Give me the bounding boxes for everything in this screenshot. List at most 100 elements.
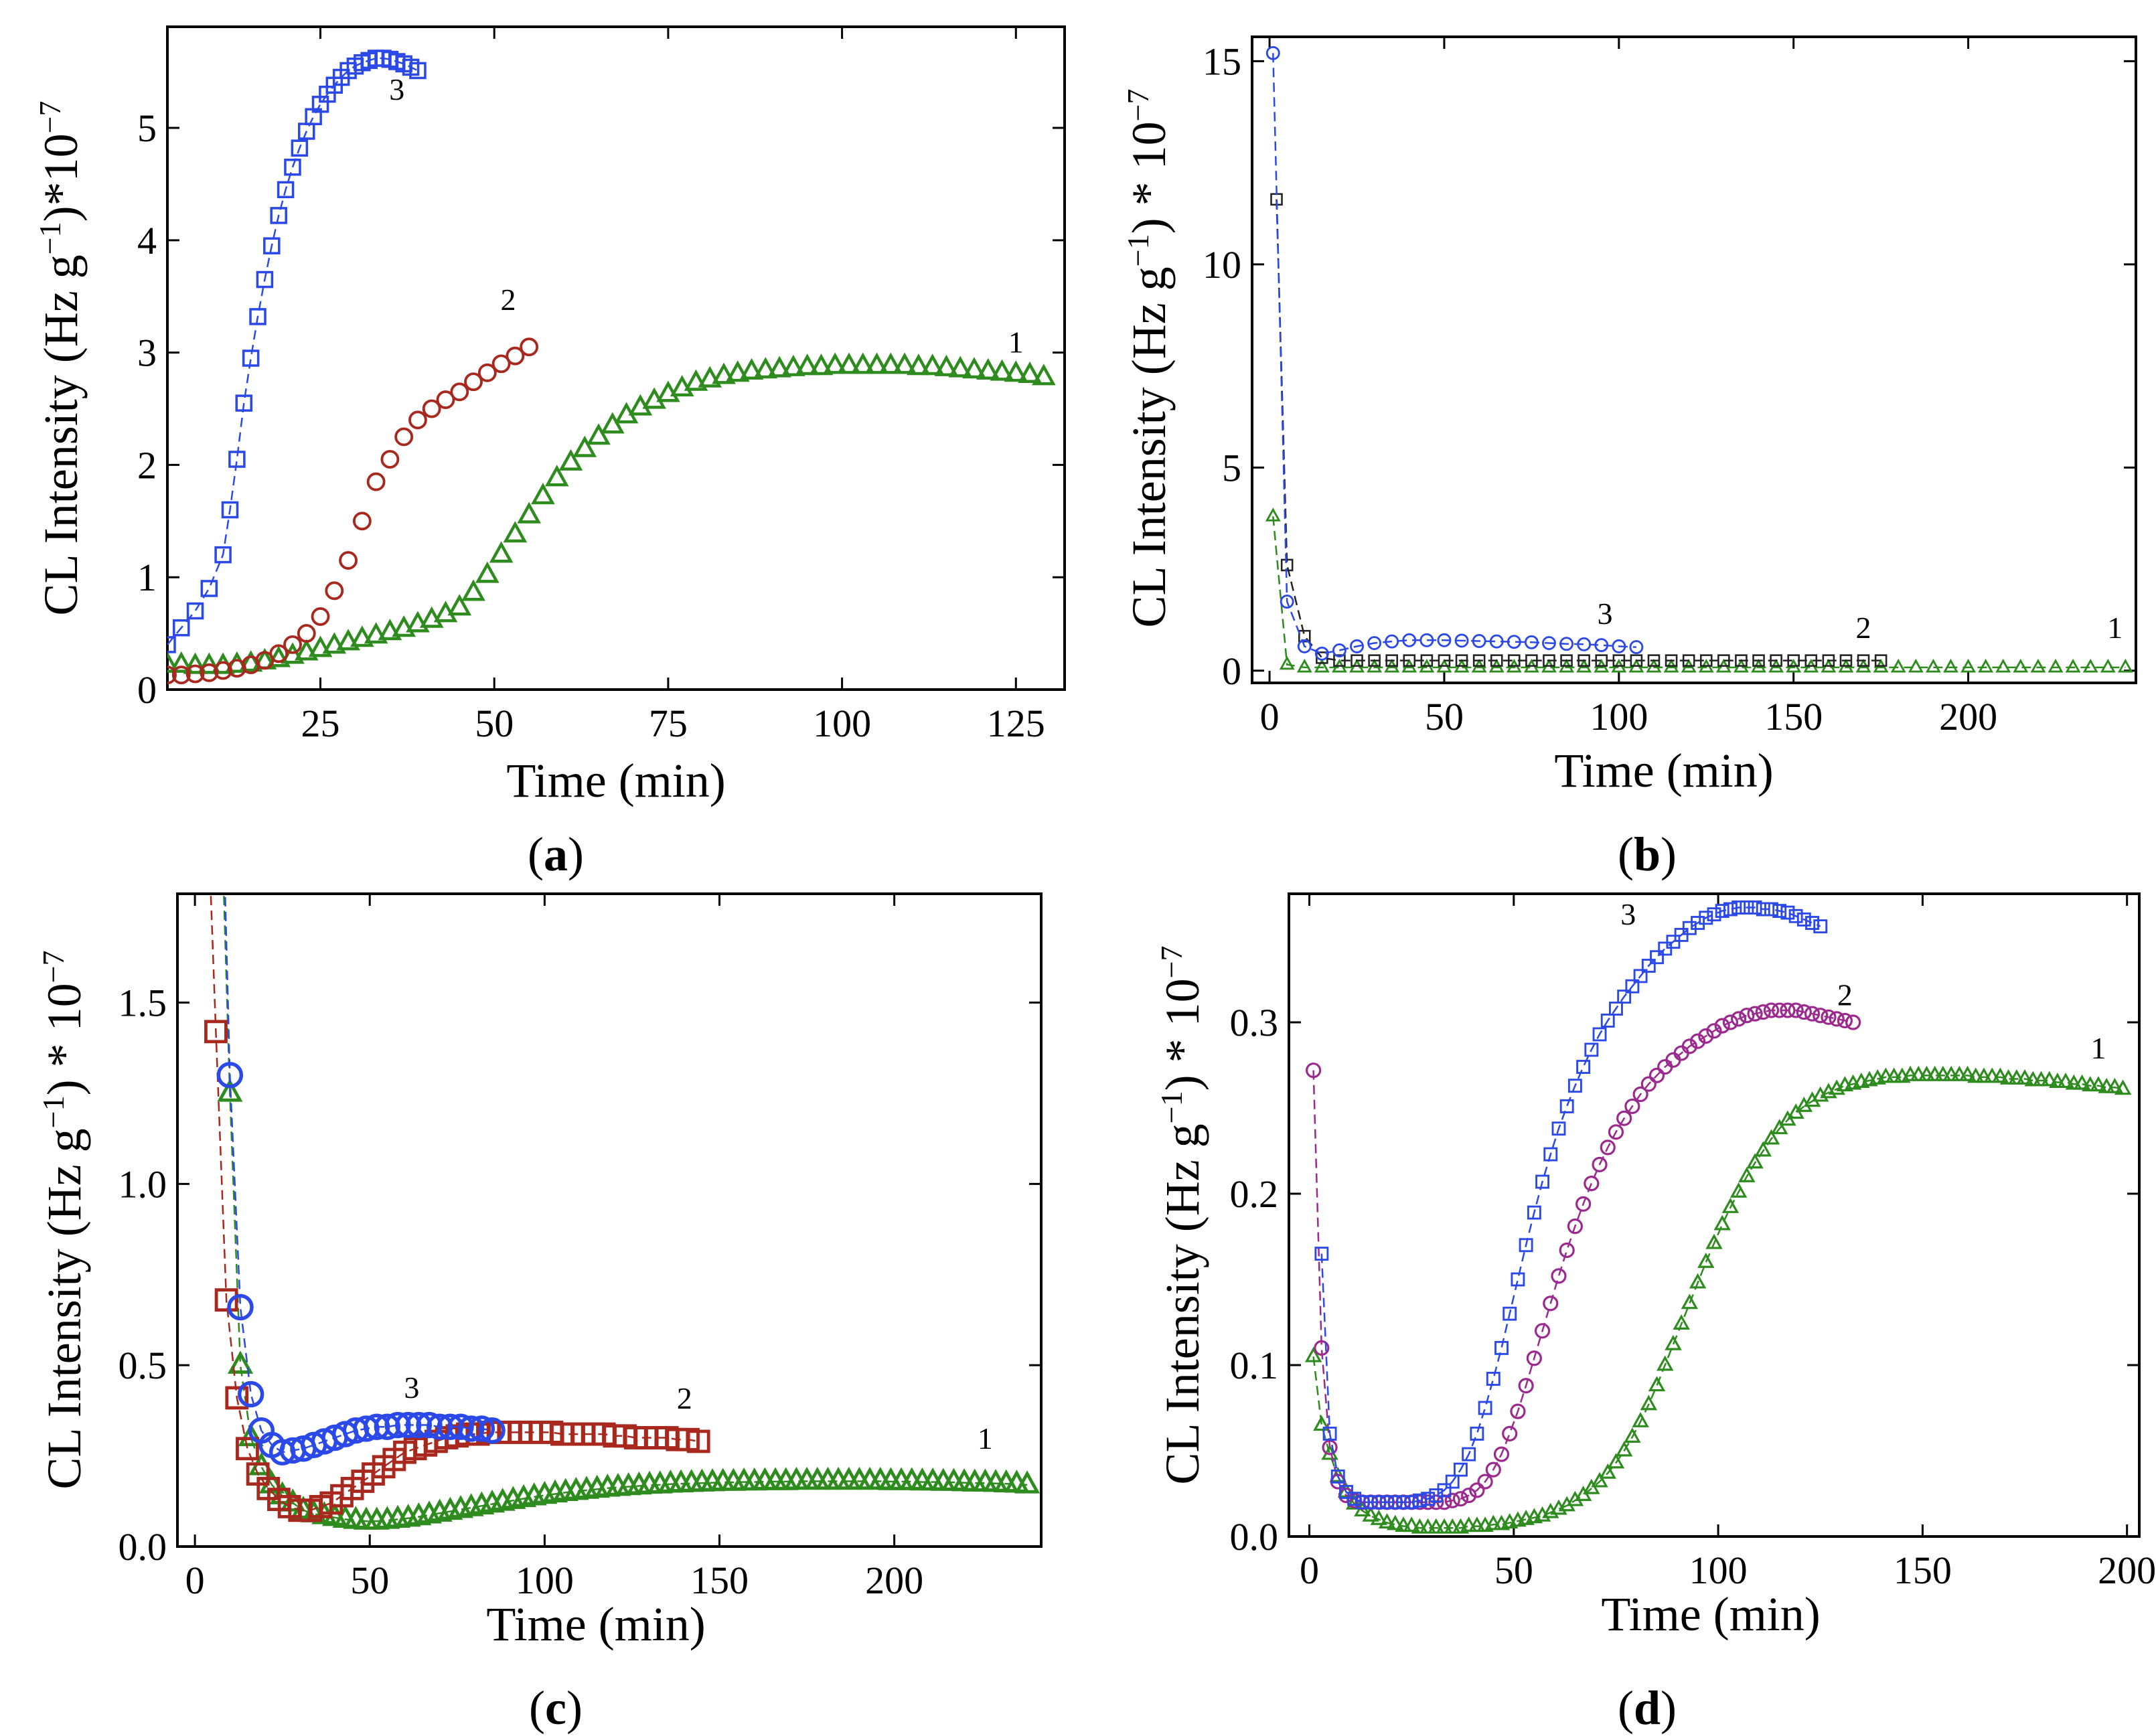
data-point bbox=[1304, 1346, 1322, 1362]
data-point bbox=[1378, 1513, 1396, 1528]
data-point bbox=[962, 357, 986, 379]
data-point bbox=[1014, 1470, 1041, 1494]
data-point bbox=[1689, 1273, 1707, 1289]
data-point bbox=[1707, 907, 1721, 922]
data-point bbox=[1839, 654, 1853, 667]
data-point bbox=[225, 1386, 249, 1410]
data-point bbox=[1351, 654, 1363, 667]
data-point bbox=[712, 362, 736, 384]
data-point bbox=[1698, 1028, 1714, 1044]
data-point bbox=[698, 366, 722, 388]
data-point bbox=[1788, 909, 1803, 923]
data-point bbox=[1813, 1008, 1829, 1024]
data-point bbox=[1438, 654, 1451, 667]
data-point bbox=[1934, 1065, 1952, 1081]
data-point bbox=[1673, 1314, 1690, 1330]
data-point bbox=[1705, 1233, 1723, 1249]
data-point bbox=[169, 651, 194, 673]
data-point bbox=[380, 450, 400, 469]
series-2 bbox=[167, 337, 539, 685]
data-point bbox=[1657, 1355, 1674, 1371]
data-point bbox=[1697, 1252, 1715, 1268]
series-line bbox=[223, 894, 1028, 1522]
data-point bbox=[948, 356, 972, 378]
data-point bbox=[1454, 633, 1469, 648]
data-point bbox=[1665, 1334, 1682, 1350]
data-point bbox=[1436, 1518, 1453, 1534]
plot-frame bbox=[1288, 892, 2141, 1538]
data-point bbox=[1470, 1426, 1484, 1441]
data-point bbox=[238, 650, 263, 672]
data-point bbox=[1600, 1139, 1616, 1156]
data-point bbox=[1650, 950, 1664, 965]
series-2 bbox=[204, 894, 710, 1522]
data-point bbox=[1926, 1065, 1944, 1081]
panel-caption: (a) bbox=[528, 827, 584, 881]
data-point bbox=[1525, 654, 1538, 667]
data-point bbox=[1298, 629, 1311, 643]
data-point bbox=[1350, 639, 1364, 653]
data-point bbox=[809, 353, 834, 376]
data-point bbox=[1740, 900, 1754, 915]
data-point bbox=[1576, 1060, 1591, 1075]
panel-caption: (b) bbox=[1618, 827, 1677, 881]
data-point bbox=[1460, 1516, 1478, 1532]
x-axis-title: Time (min) bbox=[1554, 744, 1773, 797]
axis-ticks: 0 50 100 150 200 0.0 0.1 0.2 0.3 bbox=[1230, 894, 2156, 1592]
data-point bbox=[2013, 658, 2029, 673]
x-tick-label: 150 bbox=[1764, 695, 1823, 738]
data-point bbox=[1787, 654, 1800, 667]
y-tick-label: 0.0 bbox=[119, 1525, 167, 1569]
data-point bbox=[1918, 1065, 1936, 1081]
series-line bbox=[1312, 1009, 1853, 1504]
data-point bbox=[1507, 635, 1521, 649]
data-point bbox=[1648, 1067, 1665, 1083]
data-point bbox=[221, 501, 239, 519]
data-point bbox=[200, 580, 218, 597]
data-point bbox=[1857, 654, 1870, 667]
data-point bbox=[1370, 1509, 1388, 1525]
data-point bbox=[378, 619, 402, 641]
data-point bbox=[1032, 364, 1056, 386]
data-point bbox=[236, 1437, 259, 1461]
data-point bbox=[1347, 1492, 1362, 1506]
data-point bbox=[1699, 654, 1713, 667]
data-point bbox=[1647, 654, 1661, 667]
data-point bbox=[2082, 658, 2098, 673]
data-point bbox=[1355, 1495, 1370, 1510]
data-point bbox=[1706, 1023, 1722, 1039]
data-point bbox=[364, 622, 388, 644]
data-point bbox=[850, 352, 875, 374]
data-point bbox=[197, 652, 222, 674]
curve-label: 1 bbox=[2107, 611, 2123, 645]
x-tick-label: 50 bbox=[1494, 1549, 1533, 1592]
data-point bbox=[1455, 654, 1468, 667]
data-point bbox=[1837, 1012, 1853, 1029]
data-point bbox=[269, 644, 289, 663]
x-tick-label: 100 bbox=[813, 702, 871, 745]
data-point bbox=[1594, 638, 1609, 652]
series-line bbox=[1276, 199, 1881, 661]
data-point bbox=[1739, 1008, 1755, 1024]
data-point bbox=[1445, 1474, 1460, 1489]
data-point bbox=[1612, 639, 1626, 653]
data-point bbox=[284, 158, 301, 176]
data-point bbox=[1665, 654, 1678, 667]
data-point bbox=[934, 354, 959, 376]
data-point bbox=[2073, 1074, 2091, 1090]
data-point bbox=[1510, 1403, 1526, 1419]
series-1 bbox=[217, 894, 1041, 1530]
data-point bbox=[1333, 654, 1346, 667]
data-point bbox=[1551, 1268, 1567, 1284]
y-tick-label: 0.5 bbox=[119, 1344, 167, 1387]
data-point bbox=[1387, 1514, 1404, 1530]
data-point bbox=[1314, 1340, 1330, 1356]
data-point bbox=[1999, 1069, 2017, 1085]
data-point bbox=[1296, 658, 1312, 673]
data-point bbox=[1788, 1002, 1804, 1018]
x-tick-label: 50 bbox=[475, 702, 514, 745]
data-point bbox=[436, 390, 455, 410]
data-point bbox=[1910, 1065, 1928, 1081]
series-2 bbox=[1270, 193, 1888, 667]
